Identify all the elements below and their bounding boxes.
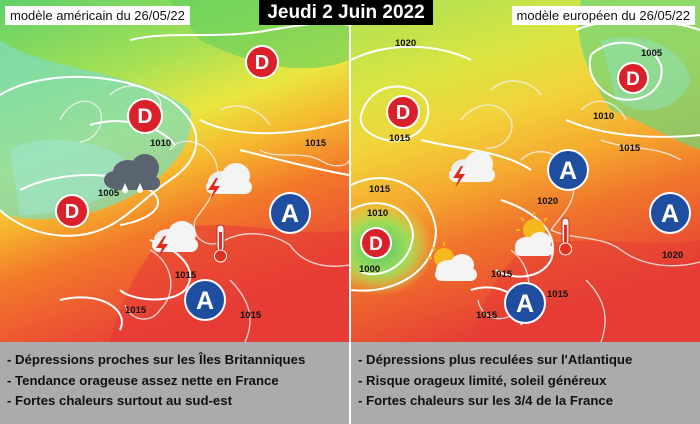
caption-box: - Dépressions plus reculées sur l'Atlant… bbox=[351, 342, 700, 424]
model-label: modèle européen du 26/05/22 bbox=[511, 6, 695, 25]
high-pressure-marker: A bbox=[547, 149, 589, 191]
isobar-label: 1015 bbox=[175, 270, 197, 281]
svg-text:A: A bbox=[281, 200, 299, 228]
european-model-map: 1020 1005 1015 1010 1015 1015 1010 1000 … bbox=[351, 0, 700, 342]
model-label: modèle américain du 26/05/22 bbox=[5, 6, 190, 25]
isobar-label: 1015 bbox=[547, 289, 569, 300]
caption-item: - Fortes chaleurs sur les 3/4 de la Fran… bbox=[358, 393, 614, 408]
caption-item: - Risque orageux limité, soleil généreux bbox=[358, 372, 607, 388]
rain-cloud-icon bbox=[104, 154, 160, 193]
storm-cloud-icon bbox=[449, 151, 495, 188]
date-title: Jeudi 2 Juin 2022 bbox=[259, 0, 433, 25]
isobars bbox=[351, 19, 700, 326]
isobar-label: 1005 bbox=[98, 188, 120, 199]
thermometer-hot-icon bbox=[214, 224, 227, 263]
svg-text:A: A bbox=[661, 200, 679, 228]
isobar-label: 1020 bbox=[662, 250, 683, 261]
panel-divider bbox=[349, 0, 351, 424]
low-pressure-marker: D bbox=[245, 45, 279, 79]
low-pressure-marker: D bbox=[360, 227, 392, 259]
isobar-label: 1005 bbox=[641, 48, 663, 59]
svg-text:D: D bbox=[626, 69, 640, 90]
low-pressure-marker: D bbox=[617, 62, 649, 94]
isobar-label: 1020 bbox=[537, 196, 558, 207]
thermometer-hot-icon bbox=[559, 217, 572, 256]
low-pressure-marker: D bbox=[55, 194, 89, 228]
isobar-label: 1015 bbox=[240, 310, 262, 321]
svg-text:A: A bbox=[559, 157, 577, 185]
svg-text:D: D bbox=[65, 201, 79, 223]
american-model-map: 1010 1005 1015 1015 1015 1015 D D D A A bbox=[0, 0, 349, 342]
high-pressure-marker: A bbox=[184, 279, 226, 321]
isobar-label: 1020 bbox=[395, 38, 416, 49]
storm-cloud-icon bbox=[152, 221, 198, 258]
low-pressure-marker: D bbox=[386, 95, 420, 129]
caption-box: - Dépressions proches sur les Îles Brita… bbox=[0, 342, 349, 424]
caption-item: - Dépressions plus reculées sur l'Atlant… bbox=[358, 352, 633, 367]
isobar-label: 1015 bbox=[476, 310, 498, 321]
isobar-label: 1015 bbox=[125, 305, 147, 316]
caption-item: - Fortes chaleurs surtout au sud-est bbox=[7, 393, 232, 408]
european-model-panel: 1020 1005 1015 1010 1015 1015 1010 1000 … bbox=[351, 0, 700, 424]
high-pressure-marker: A bbox=[649, 192, 691, 234]
svg-text:D: D bbox=[369, 234, 383, 255]
coastlines bbox=[460, 80, 700, 342]
isobar-label: 1010 bbox=[150, 138, 171, 149]
svg-text:A: A bbox=[196, 287, 214, 315]
isobar-label: 1010 bbox=[593, 111, 614, 122]
svg-text:A: A bbox=[516, 290, 534, 318]
caption-list: - Dépressions proches sur les Îles Brita… bbox=[0, 342, 349, 412]
american-model-panel: 1010 1005 1015 1015 1015 1015 D D D A A bbox=[0, 0, 349, 424]
svg-text:D: D bbox=[137, 105, 152, 128]
low-pressure-marker: D bbox=[127, 98, 163, 134]
isobar-label: 1000 bbox=[359, 264, 380, 275]
isobar-label: 1015 bbox=[491, 269, 513, 280]
storm-cloud-icon bbox=[206, 163, 252, 200]
sun-cloud-icon bbox=[515, 212, 553, 256]
svg-text:D: D bbox=[255, 52, 269, 74]
isobar-label: 1015 bbox=[305, 138, 327, 149]
isobar-label: 1015 bbox=[619, 143, 641, 154]
caption-item: - Tendance orageuse assez nette en Franc… bbox=[7, 372, 279, 388]
isobar-label: 1015 bbox=[369, 184, 391, 195]
high-pressure-marker: A bbox=[504, 282, 546, 324]
high-pressure-marker: A bbox=[269, 192, 311, 234]
sun-cloud-icon bbox=[428, 242, 477, 281]
caption-list: - Dépressions plus reculées sur l'Atlant… bbox=[351, 342, 700, 412]
isobar-label: 1015 bbox=[389, 133, 411, 144]
svg-text:D: D bbox=[396, 102, 410, 124]
isobar-label: 1010 bbox=[367, 208, 388, 219]
caption-item: - Dépressions proches sur les Îles Brita… bbox=[7, 352, 306, 367]
